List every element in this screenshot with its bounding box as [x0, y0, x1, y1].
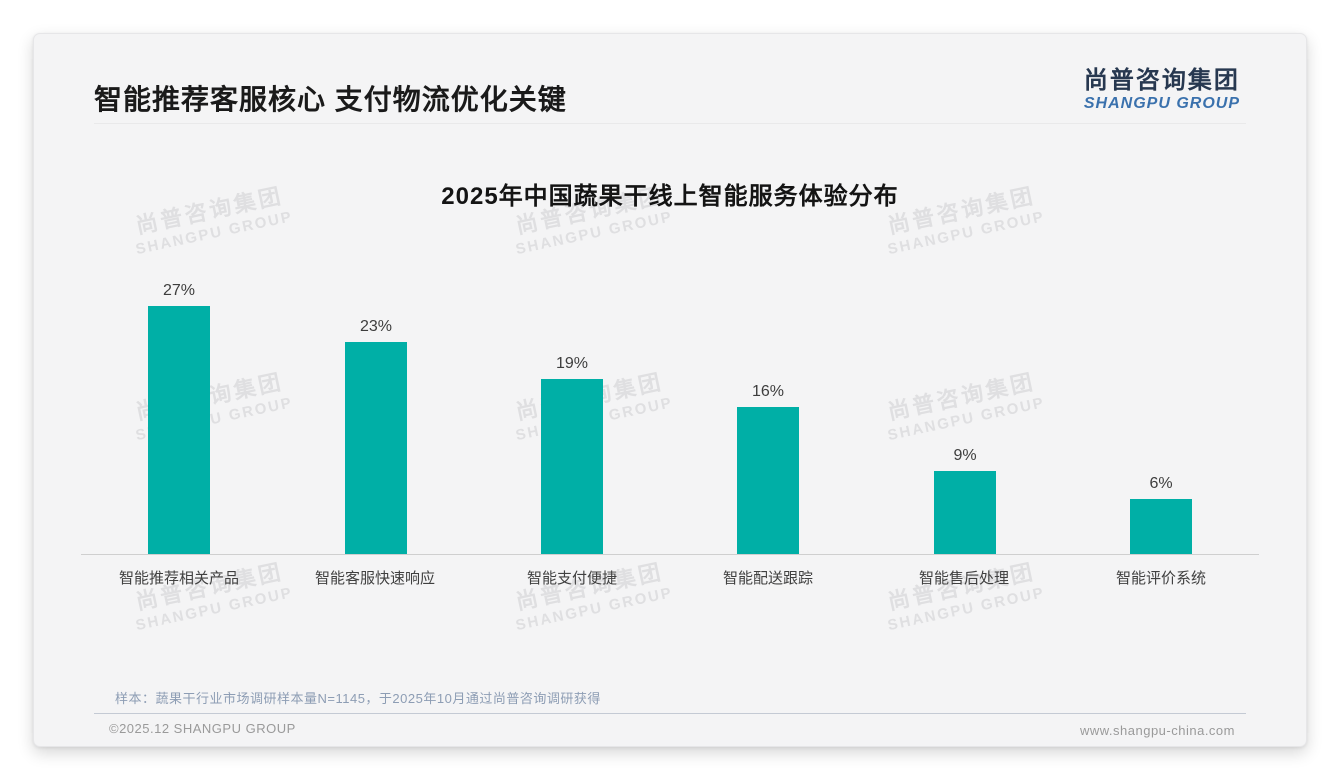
chart-title: 2025年中国蔬果干线上智能服务体验分布: [441, 183, 899, 210]
x-axis-line: [81, 554, 1259, 555]
category-label: 智能推荐相关产品: [118, 570, 239, 587]
footer-divider: [94, 713, 1246, 714]
bar-value-label: 27%: [162, 282, 196, 299]
bar-value-label: 23%: [359, 318, 393, 335]
footer-website: www.shangpu-china.com: [1079, 723, 1235, 738]
bar: [541, 379, 603, 554]
brand-logo-chinese: 尚普咨询集团: [1083, 67, 1240, 94]
slide-card: 尚普咨询集团 SHANGPU GROUP 尚普咨询集团 SHANGPU GROUP 尚普…: [33, 33, 1307, 747]
bar: [737, 407, 799, 554]
category-label: 智能售后处理: [918, 570, 1009, 587]
slide-title: 智能推荐客服核心 支付物流优化关键: [94, 84, 567, 115]
bar-value-label: 16%: [751, 383, 785, 400]
category-label: 智能配送跟踪: [722, 570, 813, 587]
plot-area: 27% 23% 19% 16% 9% 6%: [81, 184, 1259, 555]
bar-value-label: 9%: [953, 447, 977, 464]
header-divider: [94, 123, 1246, 124]
bar: [1130, 499, 1192, 554]
bar-value-label: 6%: [1149, 475, 1173, 492]
brand-logo-english: SHANGPU GROUP: [1083, 95, 1240, 112]
footer-copyright: ©2025.12 SHANGPU GROUP: [109, 721, 296, 736]
category-label: 智能客服快速响应: [314, 570, 435, 587]
bar-value-label: 19%: [555, 355, 589, 372]
brand-logo: 尚普咨询集团 SHANGPU GROUP: [1084, 60, 1240, 113]
category-axis: 智能推荐相关产品 智能客服快速响应 智能支付便捷 智能配送跟踪 智能售后处理 智能评价系统: [81, 567, 1259, 591]
bar: [148, 306, 210, 554]
sample-note: 样本：蔬果干行业市场调研样本量N=1145，于2025年10月通过尚普咨询调研获…: [115, 691, 601, 706]
category-label: 智能评价系统: [1115, 570, 1206, 587]
bar: [934, 471, 996, 554]
category-label: 智能支付便捷: [526, 570, 617, 587]
bar: [345, 342, 407, 554]
